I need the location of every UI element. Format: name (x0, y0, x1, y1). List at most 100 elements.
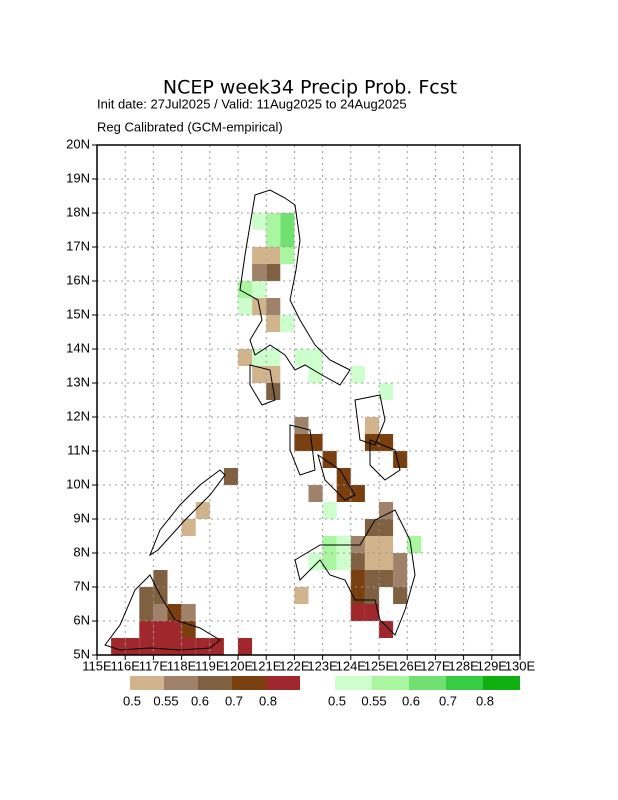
wet-legend-swatch (335, 676, 372, 690)
dry-cell (167, 604, 182, 621)
dry-cell (266, 264, 281, 281)
wet-cell (322, 553, 337, 570)
x-tick-label: 127E (420, 658, 451, 673)
wet-cell (350, 366, 365, 383)
wet-cell (407, 536, 422, 553)
dry-cell (139, 621, 154, 638)
wet-cell (308, 553, 323, 570)
wet-legend-label: 0.8 (476, 693, 494, 708)
dry-cell (139, 587, 154, 604)
dry-cell (266, 366, 281, 383)
dry-cell (238, 638, 253, 655)
dry-legend-swatch (164, 676, 198, 690)
dry-cell (364, 417, 379, 434)
dry-cell (125, 638, 140, 655)
x-tick-label: 116E (110, 658, 140, 673)
dry-cell (223, 468, 238, 485)
dry-cell (379, 502, 394, 519)
dry-cell (139, 604, 154, 621)
wet-legend-label: 0.55 (361, 693, 386, 708)
x-tick-label: 125E (364, 658, 395, 673)
dry-cell (195, 502, 210, 519)
wet-cell (252, 349, 267, 366)
dry-cell (153, 570, 168, 587)
map-note: Reg Calibrated (GCM-empirical) (97, 119, 283, 134)
wet-cell (266, 213, 281, 230)
wet-cell (280, 230, 295, 247)
x-tick-label: 126E (392, 658, 423, 673)
dry-cell (364, 570, 379, 587)
dry-legend-label: 0.5 (123, 693, 141, 708)
dry-legend-swatch (130, 676, 164, 690)
dry-cell (195, 638, 210, 655)
wet-legend-swatch (483, 676, 520, 690)
y-tick-label: 17N (66, 238, 90, 253)
wet-cell (252, 281, 267, 298)
dry-cell (350, 485, 365, 502)
dry-cell (153, 638, 168, 655)
dry-cell (379, 519, 394, 536)
dry-cell (266, 247, 281, 264)
wet-cell (238, 298, 253, 315)
y-tick-label: 19N (66, 170, 90, 185)
wet-legend-swatch (446, 676, 483, 690)
dry-cell (393, 451, 408, 468)
dry-cell (294, 417, 309, 434)
dry-cell (252, 247, 267, 264)
wet-cell (308, 349, 323, 366)
wet-cell (379, 383, 394, 400)
wet-cell (266, 349, 281, 366)
x-tick-label: 130E (505, 658, 536, 673)
y-tick-label: 8N (73, 544, 90, 559)
y-tick-label: 14N (66, 340, 90, 355)
dry-cell (266, 315, 281, 332)
dry-cell (379, 553, 394, 570)
dry-cell (153, 604, 168, 621)
wet-cell (322, 502, 337, 519)
dry-legend-swatch (198, 676, 232, 690)
dry-cell (294, 434, 309, 451)
wet-legend-label: 0.7 (439, 693, 457, 708)
dry-cell (167, 621, 182, 638)
wet-legend-label: 0.6 (402, 693, 420, 708)
wet-cell (266, 230, 281, 247)
x-tick-label: 123E (307, 658, 338, 673)
wet-cell (252, 213, 267, 230)
wet-legend-swatch (372, 676, 409, 690)
dry-cell (111, 638, 126, 655)
dry-cell (153, 621, 168, 638)
dry-cell (379, 536, 394, 553)
x-tick-label: 121E (251, 658, 282, 673)
y-tick-label: 16N (66, 272, 90, 287)
y-tick-label: 13N (66, 374, 90, 389)
x-tick-label: 122E (279, 658, 310, 673)
y-tick-label: 5N (73, 646, 90, 661)
x-tick-label: 129E (477, 658, 508, 673)
y-tick-label: 7N (73, 578, 90, 593)
wet-cell (294, 349, 309, 366)
dry-cell (209, 638, 224, 655)
dry-cell (350, 604, 365, 621)
dry-cell (139, 638, 154, 655)
dry-cell (181, 519, 196, 536)
dry-cell (252, 366, 267, 383)
wet-cell (308, 366, 323, 383)
y-tick-label: 12N (66, 408, 90, 423)
dry-cell (379, 621, 394, 638)
x-tick-label: 118E (167, 658, 197, 673)
dry-cell (252, 264, 267, 281)
y-tick-label: 11N (67, 442, 90, 457)
x-tick-label: 124E (336, 658, 367, 673)
map-title: NCEP week34 Precip Prob. Fcst (163, 77, 457, 99)
y-tick-label: 10N (66, 476, 90, 491)
dry-cell (350, 570, 365, 587)
wet-cell (238, 281, 253, 298)
dry-cell (266, 298, 281, 315)
dry-cell (181, 604, 196, 621)
dry-legend-label: 0.55 (153, 693, 178, 708)
dry-cell (322, 451, 337, 468)
dry-cell (350, 553, 365, 570)
dry-cell (238, 349, 253, 366)
map-subtitle: Init date: 27Jul2025 / Valid: 11Aug2025 … (97, 96, 407, 111)
